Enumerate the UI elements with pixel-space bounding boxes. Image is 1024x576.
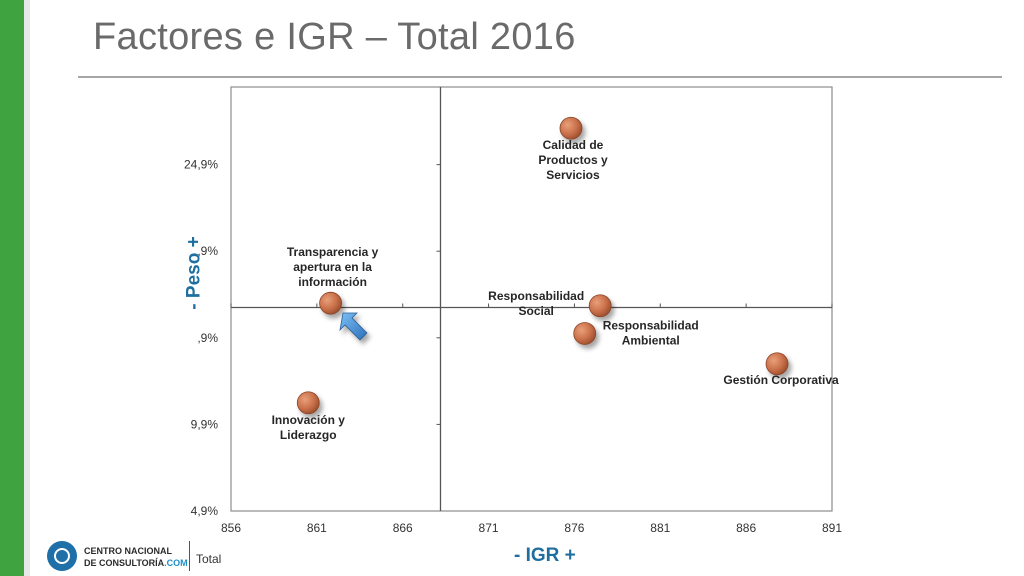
- x-tick-label: 876: [564, 521, 584, 535]
- point-label: Social: [519, 304, 554, 318]
- point-label: apertura en la: [293, 260, 372, 274]
- y-tick-label: 4,9%: [191, 504, 219, 518]
- point-label: Innovación y: [272, 413, 346, 427]
- y-tick-label: ,9%: [197, 331, 218, 345]
- title-divider: [78, 76, 1002, 78]
- logo-text-line2: DE CONSULTORÍA.COM: [84, 558, 188, 568]
- point-label: Calidad de: [543, 138, 604, 152]
- y-axis-title: - Peso +: [183, 236, 205, 310]
- x-tick-label: 891: [822, 521, 842, 535]
- data-point: [765, 352, 789, 376]
- point-label: Transparencia y: [287, 245, 379, 259]
- point-label: Responsabilidad: [488, 289, 584, 303]
- footer-label: Total: [196, 552, 222, 566]
- x-tick-label: 871: [479, 521, 499, 535]
- x-tick-label: 866: [393, 521, 413, 535]
- data-point: [296, 391, 320, 415]
- y-tick-label: ,9%: [197, 244, 218, 258]
- y-tick-label: 9,9%: [191, 417, 219, 431]
- point-label: Ambiental: [622, 333, 680, 347]
- x-tick-label: 856: [221, 521, 241, 535]
- point-label: Productos y: [538, 153, 608, 167]
- data-point: [573, 322, 597, 345]
- point-label: Servicios: [546, 168, 600, 182]
- footer-divider: [189, 541, 190, 571]
- company-logo: CENTRO NACIONAL DE CONSULTORÍA.COM: [47, 540, 197, 574]
- x-tick-label: 861: [307, 521, 327, 535]
- x-tick-label: 881: [650, 521, 670, 535]
- brand-side-bar: [0, 0, 24, 576]
- data-point: [559, 116, 583, 140]
- slide-title: Factores e IGR – Total 2016: [93, 16, 576, 58]
- data-point: [588, 294, 612, 318]
- data-point: [319, 291, 342, 315]
- y-tick-label: 24,9%: [184, 158, 218, 172]
- point-label: información: [298, 275, 367, 289]
- point-label: Gestión Corporativa: [723, 373, 839, 387]
- x-tick-label: 886: [736, 521, 756, 535]
- logo-text-line1: CENTRO NACIONAL: [84, 546, 172, 556]
- x-axis-title: - IGR +: [514, 545, 576, 566]
- pointer-arrow-icon: [339, 312, 368, 341]
- point-label: Liderazgo: [280, 428, 337, 442]
- logo-icon: [47, 541, 77, 571]
- side-bar-edge: [24, 0, 30, 576]
- point-label: Responsabilidad: [603, 318, 699, 332]
